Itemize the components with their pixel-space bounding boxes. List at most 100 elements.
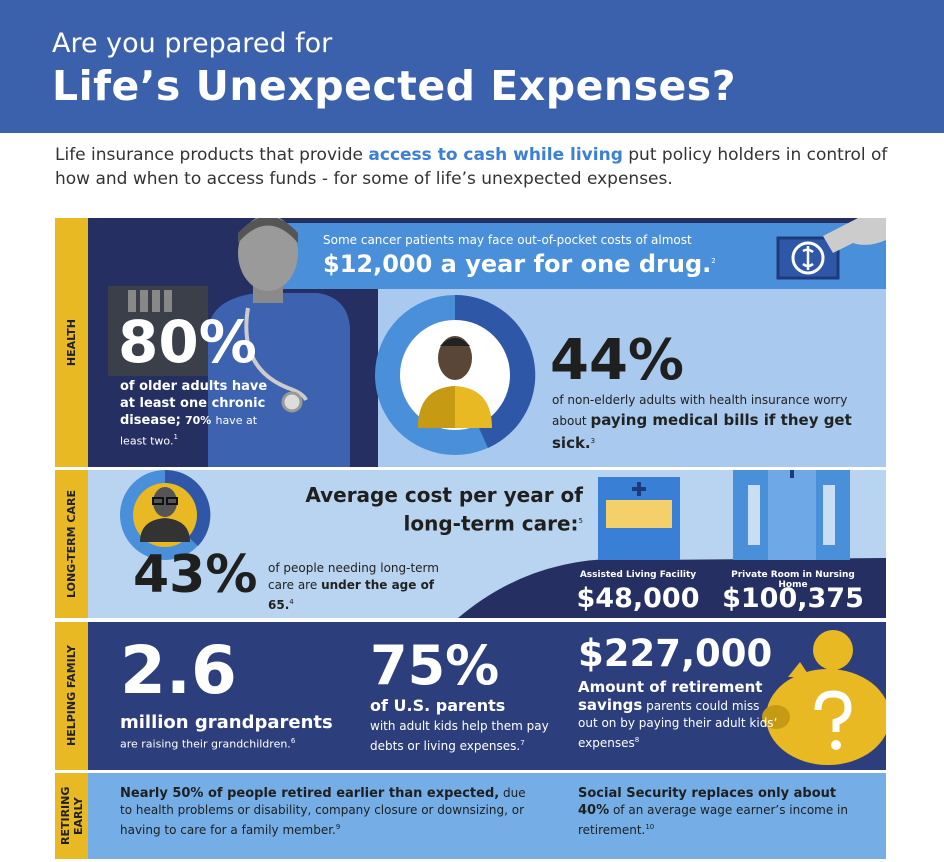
decoration [440,338,470,346]
decoration [153,487,177,517]
footnote: 1 [173,433,178,441]
stat-text: of older adults have at least one chroni… [120,378,270,449]
stat-text: are raising their grandchildren.6 [120,737,295,751]
stat-value: 2.6 [120,632,237,709]
decoration [766,669,886,765]
section-label: RETIRING EARLY [58,786,85,846]
decoration [164,290,172,312]
decoration [782,470,802,478]
stat-text: with adult kids help them pay debts or l… [370,719,549,753]
intro: Life insurance products that provide acc… [55,143,890,191]
section-body: Average cost per year of long-term care:… [88,470,886,618]
section-label: LONG-TERM CARE [65,490,78,598]
decoration [823,485,835,545]
decoration [208,293,350,467]
fact: Nearly 50% of people retired earlier tha… [120,785,540,839]
family-section: HELPING FAMILY 2.6 million grandparents … [55,622,886,770]
decoration [814,690,852,732]
decoration [238,218,298,291]
section-body: Some cancer patients may face out-of-poc… [88,218,886,467]
footnote: 10 [645,823,655,831]
stat-heading: million grandparents [120,712,333,733]
stat-value: 43% [133,545,258,605]
stat-value: $227,000 [578,632,773,675]
stat-text: of people needing long-term care are [268,561,439,592]
decoration [152,497,164,505]
section-body: Nearly 50% of people retired earlier tha… [88,773,886,859]
stat-heading: of U.S. parents [370,696,506,715]
ltc-section: LONG-TERM CARE Average cost per year of … [55,470,886,618]
decoration [802,246,814,270]
facility-label: Assisted Living Facility [579,570,697,580]
facility-cost: $48,000 [576,583,700,614]
decoration [762,705,790,729]
stat-text: with adult kids help them pay debts or l… [370,718,560,755]
decoration [281,391,303,413]
decoration [418,386,455,428]
decoration [140,290,148,312]
fact-bold: Nearly 50% of people retired earlier tha… [120,786,500,801]
decoration [788,662,810,677]
decoration [748,485,760,545]
section-body: 2.6 million grandparents are raising the… [88,622,886,770]
decoration [768,470,816,560]
decoration [152,290,160,312]
section-tab: RETIRING EARLY [55,773,88,859]
stat-text: parents could miss out on by paying thei… [578,699,778,750]
drug-stat: $12,000 a year for one drug.2 [323,250,716,278]
intro-text: Life insurance products that provide [55,145,363,165]
decoration [238,218,298,243]
decoration [813,630,853,670]
footnote: 8 [634,736,640,744]
decoration [606,500,672,528]
fact-bold: 40% [578,803,610,818]
ltc-art [120,470,886,618]
decoration [128,290,136,312]
facility-cost: $100,375 [722,583,864,614]
footnote: 3 [590,437,596,445]
section-tab: HELPING FAMILY [55,622,88,770]
stat-text: of non-elderly adults with health insura… [552,390,852,454]
section-label: HELPING FAMILY [65,645,78,747]
footnote: 6 [290,737,296,745]
health-art [108,218,886,467]
stat-value: 80% [118,308,257,376]
stat-text: are raising their grandchildren. [120,737,291,751]
facility-label: Private Room in Nursing Home [731,570,855,590]
ltc-heading-text: Average cost per year of long-term care: [305,483,583,536]
decoration [166,497,178,505]
decoration [458,558,886,618]
decoration [632,482,646,496]
footnote: 2 [711,257,716,265]
stat-text-bold: paying medical bills if they get sick. [552,411,852,452]
header-title: Life’s Unexpected Expenses? [52,62,736,110]
health-section: HEALTH [55,218,886,467]
intro-highlight: access to cash while living [368,145,623,165]
stat-text: have at least two. [120,414,258,448]
header: Are you prepared for Life’s Unexpected E… [0,0,944,133]
decoration [831,740,841,750]
drug-note: Some cancer patients may face out-of-poc… [323,233,692,247]
retiring-section: RETIRING EARLY Nearly 50% of people reti… [55,773,886,859]
footnote: 9 [335,823,341,831]
stat-text-bold: of older adults have at least one chroni… [120,379,268,428]
footnote: 5 [578,517,583,525]
intro-text: put policy holders in control of how and… [55,145,888,189]
fact-text: due to health problems or disability, co… [120,786,526,837]
decoration [791,241,825,275]
fact-bold: Social Security replaces only about [578,786,837,801]
fact-text: of an average wage earner’s income in re… [578,803,848,837]
stat-text: Amount of retirement savings parents cou… [578,679,778,752]
header-kicker: Are you prepared for [52,28,333,59]
stat-value: 75% [370,634,500,697]
stat-text: of people needing long-term care are und… [268,560,448,614]
section-label: HEALTH [65,318,78,367]
stat-text: of non-elderly adults with health insura… [552,393,848,428]
ltc-heading: Average cost per year of long-term care:… [293,482,583,537]
decoration [438,336,472,380]
section-tab: LONG-TERM CARE [55,470,88,618]
drug-stat-text: $12,000 a year for one drug. [323,250,712,278]
family-art [762,630,886,765]
fact: Social Security replaces only about 40% … [578,785,848,839]
